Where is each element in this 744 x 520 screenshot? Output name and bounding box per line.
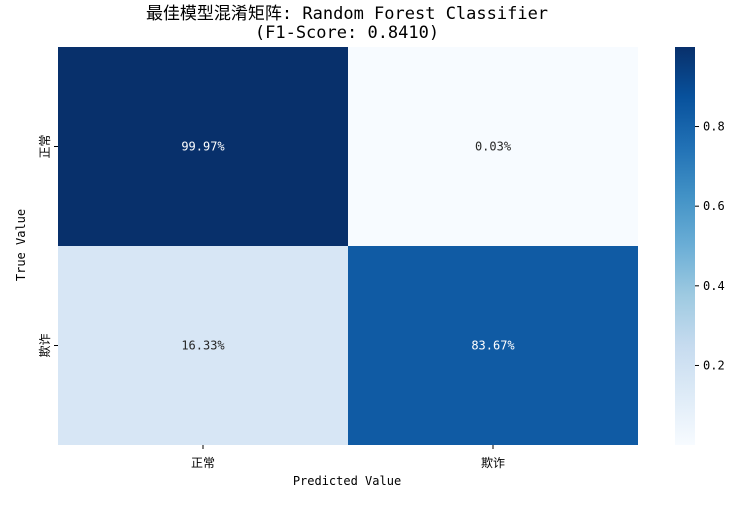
x-tick-label: 欺诈 (481, 456, 505, 470)
colorbar-tick-label: 0.4 (703, 279, 725, 293)
chart-title: 最佳模型混淆矩阵: Random Forest Classifier (146, 4, 548, 24)
cell-annotation-r0-c0: 99.97% (181, 140, 225, 154)
heatmap-cell-r0-c1 (348, 47, 638, 246)
x-tick-label: 正常 (191, 456, 215, 470)
x-axis-ticks: 正常 欺诈 (191, 445, 505, 470)
colorbar-tick-label: 0.2 (703, 358, 725, 372)
colorbar-tick-label: 0.8 (703, 120, 725, 134)
heatmap-cell-r1-c0 (58, 246, 348, 445)
cell-annotation-r1-c1: 83.67% (471, 339, 515, 353)
colorbar-tick-label: 0.6 (703, 199, 725, 213)
colorbar (675, 47, 695, 445)
heatmap-cells (58, 47, 638, 445)
heatmap-cell-r1-c1 (348, 246, 638, 445)
heatmap-cell-labels: 99.97% 0.03% 16.33% 83.67% (181, 140, 515, 353)
heatmap-cell-r0-c0 (58, 47, 348, 246)
x-axis-label: Predicted Value (293, 474, 401, 488)
y-tick-label: 正常 (38, 134, 52, 158)
y-tick-label: 欺诈 (38, 333, 52, 357)
colorbar-ticks: 0.2 0.4 0.6 0.8 (695, 120, 725, 372)
y-axis-label: True Value (14, 209, 28, 281)
cell-annotation-r1-c0: 16.33% (181, 339, 225, 353)
cell-annotation-r0-c1: 0.03% (475, 140, 512, 154)
chart-subtitle: (F1-Score: 0.8410) (255, 23, 439, 43)
